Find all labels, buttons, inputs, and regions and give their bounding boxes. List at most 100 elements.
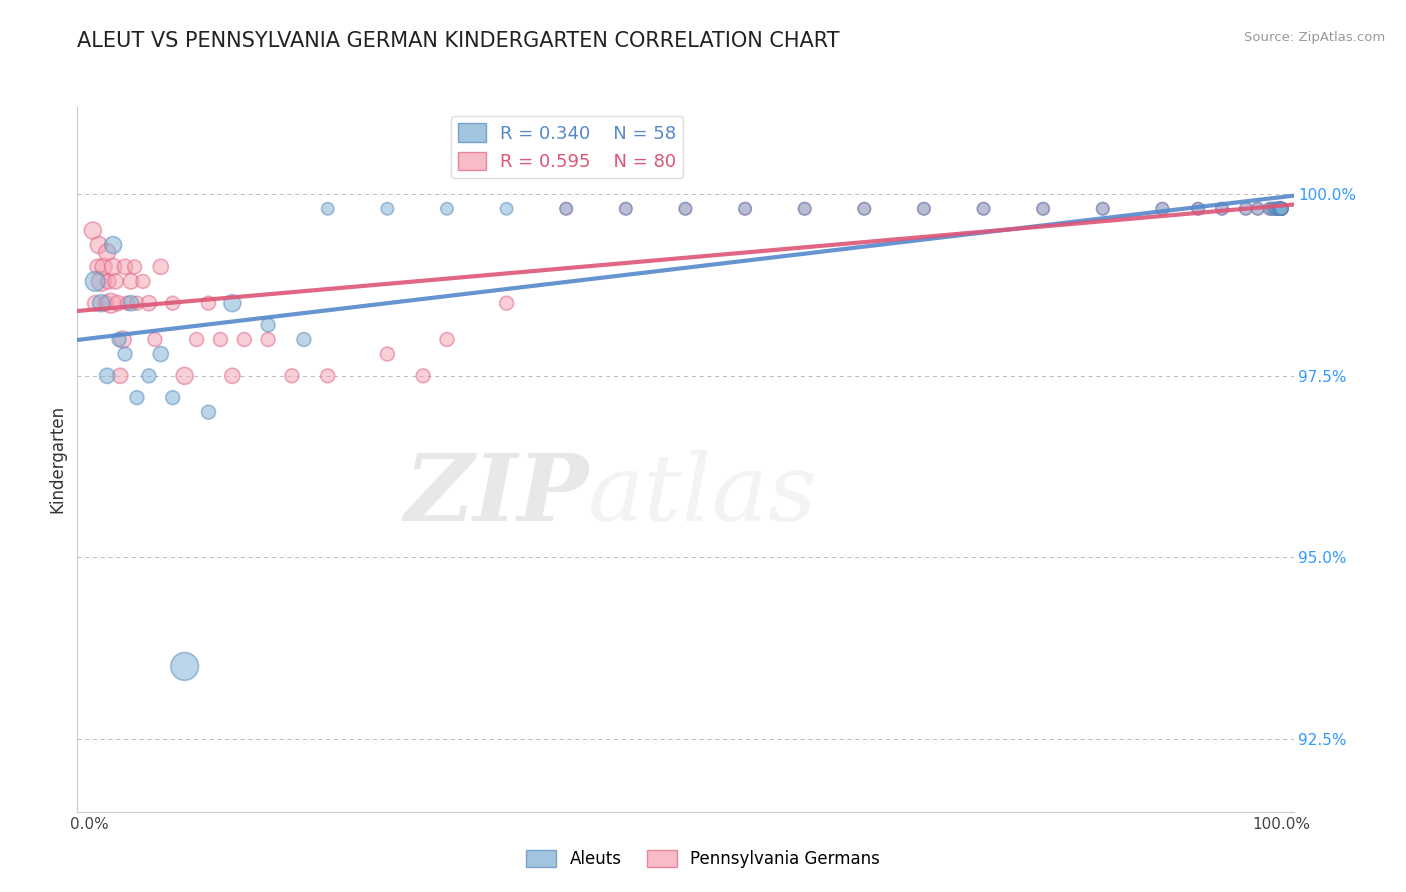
- Point: [1270, 202, 1292, 216]
- Point: [197, 296, 219, 310]
- Point: [495, 296, 517, 310]
- Point: [1270, 202, 1292, 216]
- Text: ZIP: ZIP: [404, 450, 588, 540]
- Point: [1271, 202, 1294, 216]
- Point: [90, 296, 112, 310]
- Point: [186, 333, 208, 347]
- Point: [173, 659, 195, 673]
- Point: [1270, 202, 1292, 216]
- Point: [1270, 202, 1292, 216]
- Point: [111, 333, 134, 347]
- Legend: R = 0.340    N = 58, R = 0.595    N = 80: R = 0.340 N = 58, R = 0.595 N = 80: [451, 116, 683, 178]
- Point: [912, 202, 935, 216]
- Point: [1270, 202, 1292, 216]
- Point: [233, 333, 256, 347]
- Point: [1271, 202, 1294, 216]
- Point: [1270, 202, 1292, 216]
- Point: [1267, 202, 1289, 216]
- Point: [124, 260, 146, 274]
- Point: [132, 274, 155, 288]
- Point: [555, 202, 578, 216]
- Point: [734, 202, 756, 216]
- Point: [162, 296, 184, 310]
- Point: [1258, 202, 1281, 216]
- Point: [114, 260, 136, 274]
- Point: [614, 202, 637, 216]
- Point: [316, 202, 339, 216]
- Point: [1152, 202, 1174, 216]
- Point: [1264, 202, 1286, 216]
- Point: [1270, 202, 1292, 216]
- Point: [1265, 202, 1288, 216]
- Point: [1211, 202, 1233, 216]
- Point: [1211, 202, 1233, 216]
- Point: [138, 296, 160, 310]
- Point: [1263, 202, 1285, 216]
- Point: [82, 223, 104, 237]
- Point: [1187, 202, 1209, 216]
- Point: [1268, 202, 1291, 216]
- Point: [90, 274, 112, 288]
- Point: [555, 202, 578, 216]
- Point: [436, 333, 458, 347]
- Point: [221, 368, 243, 383]
- Point: [1091, 202, 1114, 216]
- Point: [257, 318, 280, 332]
- Point: [734, 202, 756, 216]
- Y-axis label: Kindergarten: Kindergarten: [48, 405, 66, 514]
- Point: [1267, 202, 1289, 216]
- Point: [1270, 202, 1292, 216]
- Point: [1234, 202, 1257, 216]
- Point: [1270, 202, 1292, 216]
- Point: [209, 333, 232, 347]
- Point: [912, 202, 935, 216]
- Point: [1271, 202, 1294, 216]
- Point: [1263, 202, 1285, 216]
- Point: [96, 245, 118, 260]
- Point: [793, 202, 815, 216]
- Point: [101, 260, 124, 274]
- Point: [108, 333, 131, 347]
- Text: Source: ZipAtlas.com: Source: ZipAtlas.com: [1244, 31, 1385, 45]
- Point: [1270, 202, 1292, 216]
- Point: [375, 347, 398, 361]
- Point: [436, 202, 458, 216]
- Point: [173, 368, 195, 383]
- Point: [1152, 202, 1174, 216]
- Point: [101, 238, 124, 252]
- Point: [675, 202, 697, 216]
- Point: [1270, 202, 1292, 216]
- Point: [221, 296, 243, 310]
- Point: [162, 391, 184, 405]
- Point: [257, 333, 280, 347]
- Point: [96, 368, 118, 383]
- Point: [973, 202, 995, 216]
- Point: [1268, 202, 1291, 216]
- Point: [1270, 202, 1292, 216]
- Point: [1261, 202, 1284, 216]
- Point: [495, 202, 517, 216]
- Point: [281, 368, 304, 383]
- Point: [1270, 202, 1292, 216]
- Point: [1268, 202, 1291, 216]
- Point: [1270, 202, 1292, 216]
- Point: [1091, 202, 1114, 216]
- Point: [614, 202, 637, 216]
- Point: [107, 296, 129, 310]
- Point: [675, 202, 697, 216]
- Point: [117, 296, 139, 310]
- Point: [1264, 202, 1286, 216]
- Point: [1270, 202, 1292, 216]
- Point: [114, 347, 136, 361]
- Point: [1270, 202, 1292, 216]
- Point: [125, 391, 148, 405]
- Point: [1268, 202, 1291, 216]
- Point: [143, 333, 166, 347]
- Text: atlas: atlas: [588, 450, 818, 540]
- Point: [375, 202, 398, 216]
- Point: [149, 347, 172, 361]
- Point: [1247, 202, 1270, 216]
- Point: [853, 202, 876, 216]
- Point: [1268, 202, 1291, 216]
- Point: [853, 202, 876, 216]
